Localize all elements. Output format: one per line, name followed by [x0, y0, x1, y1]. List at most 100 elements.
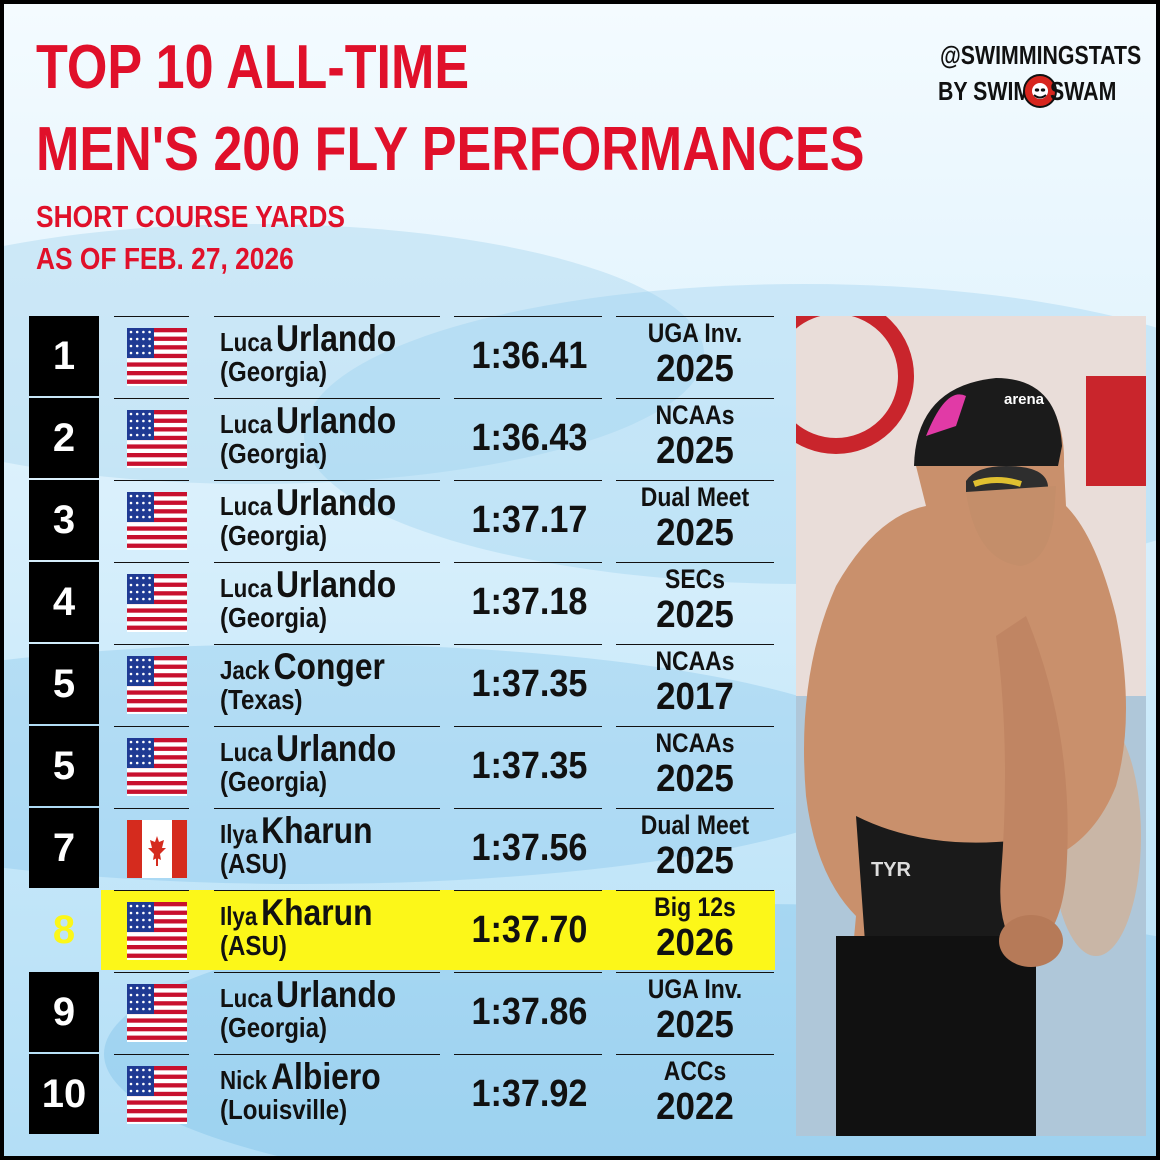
row-divider — [114, 316, 189, 317]
meet-name: NCAAs — [655, 728, 735, 758]
meet-cell: UGA Inv. 2025 — [616, 318, 774, 391]
time-cell: 1:37.70 — [454, 890, 604, 970]
meet-name: Dual Meet — [640, 482, 750, 512]
usa-flag-icon — [127, 574, 187, 632]
page-title-line1: TOP 10 ALL-TIME — [36, 33, 470, 102]
row-divider — [214, 316, 440, 317]
brand-swam: SWAM — [1050, 76, 1117, 106]
last-name: Urlando — [276, 728, 397, 769]
meet-cell: NCAAs 2017 — [616, 646, 774, 719]
rank-cell: 9 — [29, 972, 99, 1052]
usa-flag-icon — [127, 1066, 187, 1124]
meet-cell: NCAAs 2025 — [616, 400, 774, 473]
rank-cell: 3 — [29, 480, 99, 560]
school-name: (ASU) — [220, 930, 287, 961]
row-divider — [616, 562, 774, 563]
rank-cell: 5 — [29, 726, 99, 806]
table-row: 9 Luca Urlando (Georgia) 1:37.86 UGA Inv… — [4, 972, 776, 1052]
table-row: 8 Ilya Kharun (ASU) 1:37.70 Big 12s 2026 — [4, 890, 776, 970]
first-name: Ilya — [220, 819, 258, 849]
time-cell: 1:37.18 — [454, 562, 604, 642]
canada-flag-icon — [127, 820, 187, 878]
swim-time: 1:37.86 — [470, 990, 587, 1033]
usa-flag-icon — [127, 492, 187, 550]
meet-year: 2025 — [656, 430, 734, 472]
row-divider — [454, 808, 602, 809]
row-divider — [214, 398, 440, 399]
brand-handle: @SWIMMINGSTATS — [940, 40, 1142, 70]
swim-time: 1:37.70 — [470, 908, 587, 951]
usa-flag-icon — [127, 902, 187, 960]
first-name: Luca — [220, 573, 273, 603]
row-divider — [114, 890, 189, 891]
time-cell: 1:36.43 — [454, 398, 604, 478]
meet-year: 2025 — [656, 758, 734, 800]
meet-cell: UGA Inv. 2025 — [616, 974, 774, 1047]
meet-year: 2026 — [656, 922, 734, 964]
last-name: Kharun — [261, 892, 373, 933]
school-name: (Texas) — [220, 684, 303, 715]
row-divider — [616, 972, 774, 973]
meet-year: 2025 — [656, 840, 734, 882]
row-divider — [616, 480, 774, 481]
row-divider — [214, 480, 440, 481]
rank-cell: 5 — [29, 644, 99, 724]
row-divider — [616, 890, 774, 891]
row-divider — [214, 644, 440, 645]
meet-cell: SECs 2025 — [616, 564, 774, 637]
row-divider — [616, 726, 774, 727]
first-name: Luca — [220, 409, 273, 439]
rank-cell: 2 — [29, 398, 99, 478]
table-row: 3 Luca Urlando (Georgia) 1:37.17 Dual Me… — [4, 480, 776, 560]
last-name: Albiero — [271, 1056, 381, 1097]
row-divider — [114, 726, 189, 727]
school-name: (Georgia) — [220, 1012, 328, 1043]
meet-name: Dual Meet — [640, 810, 750, 840]
swim-time: 1:36.43 — [470, 416, 587, 459]
time-cell: 1:37.17 — [454, 480, 604, 560]
row-divider — [114, 644, 189, 645]
rank-cell: 4 — [29, 562, 99, 642]
first-name: Luca — [220, 327, 273, 357]
swim-time: 1:37.18 — [470, 580, 587, 623]
time-cell: 1:37.35 — [454, 644, 604, 724]
swim-time: 1:37.35 — [470, 744, 587, 787]
usa-flag-icon — [127, 328, 187, 386]
swimmer-name: Luca Urlando (Georgia) — [220, 482, 418, 552]
swim-time: 1:37.92 — [470, 1072, 587, 1115]
swimmer-name: Luca Urlando (Georgia) — [220, 318, 418, 388]
background-wave — [4, 224, 704, 484]
row-divider — [454, 562, 602, 563]
first-name: Luca — [220, 983, 273, 1013]
meet-name: UGA Inv. — [647, 974, 743, 1004]
swimmer-name: Luca Urlando (Georgia) — [220, 564, 418, 634]
time-cell: 1:37.35 — [454, 726, 604, 806]
meet-year: 2025 — [656, 512, 734, 554]
swimmer-name: Luca Urlando (Georgia) — [220, 974, 418, 1044]
row-divider — [454, 726, 602, 727]
row-divider — [114, 972, 189, 973]
row-divider — [616, 644, 774, 645]
first-name: Luca — [220, 737, 273, 767]
swimmer-name: Luca Urlando (Georgia) — [220, 400, 418, 470]
highlight-bar — [101, 890, 775, 970]
meet-cell: Big 12s 2026 — [616, 892, 774, 965]
first-name: Ilya — [220, 901, 258, 931]
usa-flag-icon — [127, 410, 187, 468]
rank-cell: 8 — [52, 907, 76, 952]
row-divider — [114, 398, 189, 399]
row-divider — [114, 808, 189, 809]
row-divider — [616, 398, 774, 399]
meet-name: NCAAs — [655, 646, 735, 676]
meet-year: 2025 — [656, 1004, 734, 1046]
meet-cell: ACCs 2022 — [616, 1056, 774, 1129]
last-name: Urlando — [276, 318, 397, 359]
school-name: (Georgia) — [220, 356, 328, 387]
row-divider — [214, 562, 440, 563]
last-name: Urlando — [276, 564, 397, 605]
usa-flag-icon — [127, 656, 187, 714]
time-cell: 1:37.56 — [454, 808, 604, 888]
row-divider — [454, 316, 602, 317]
swimmer-name: Ilya Kharun (ASU) — [220, 892, 418, 962]
